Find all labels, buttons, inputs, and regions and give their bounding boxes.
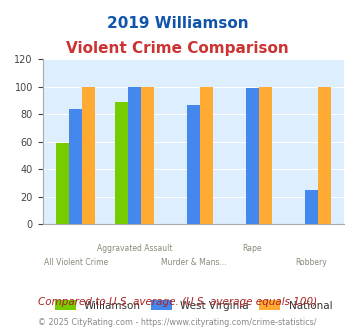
Legend: Williamson, West Virginia, National: Williamson, West Virginia, National bbox=[50, 296, 337, 315]
Bar bbox=[259, 87, 272, 224]
Bar bbox=[187, 105, 200, 224]
Bar bbox=[128, 87, 141, 224]
Bar bbox=[82, 87, 95, 224]
Text: Robbery: Robbery bbox=[295, 258, 327, 267]
Bar bbox=[200, 87, 213, 224]
Bar bbox=[305, 190, 318, 224]
Text: Violent Crime Comparison: Violent Crime Comparison bbox=[66, 41, 289, 56]
Text: Rape: Rape bbox=[242, 244, 262, 253]
Bar bbox=[115, 102, 128, 224]
Bar bbox=[69, 109, 82, 224]
Bar bbox=[141, 87, 154, 224]
Bar bbox=[246, 88, 259, 224]
Text: © 2025 CityRating.com - https://www.cityrating.com/crime-statistics/: © 2025 CityRating.com - https://www.city… bbox=[38, 318, 317, 327]
Text: 2019 Williamson: 2019 Williamson bbox=[107, 16, 248, 31]
Text: Murder & Mans...: Murder & Mans... bbox=[161, 258, 226, 267]
Bar bbox=[56, 143, 69, 224]
Bar bbox=[318, 87, 331, 224]
Text: Aggravated Assault: Aggravated Assault bbox=[97, 244, 173, 253]
Text: Compared to U.S. average. (U.S. average equals 100): Compared to U.S. average. (U.S. average … bbox=[38, 297, 317, 307]
Text: All Violent Crime: All Violent Crime bbox=[44, 258, 108, 267]
